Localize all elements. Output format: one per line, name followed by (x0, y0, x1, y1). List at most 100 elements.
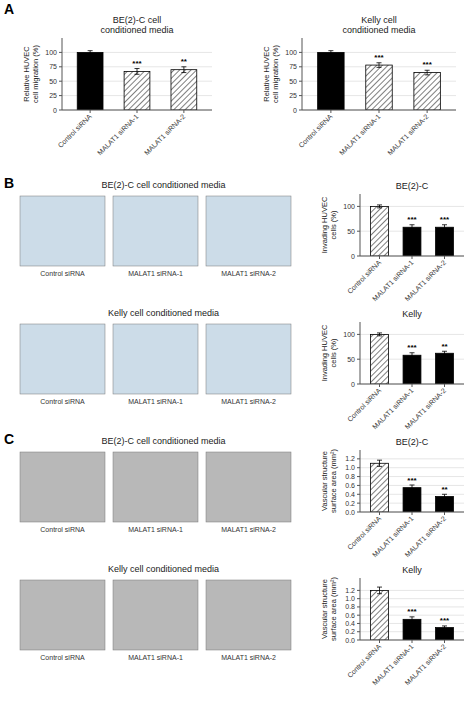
error-line (412, 353, 413, 358)
image-placeholder (206, 580, 291, 650)
error-bar (328, 51, 333, 54)
y-axis-label: Relative HUVECcell migration (%) (22, 45, 40, 103)
image-placeholder (113, 324, 198, 394)
bar-chart: Kelly cellconditioned media0255075100Rel… (262, 15, 456, 156)
bar-chart: BE(2)-C0.00.20.40.60.81.01.2Vascular str… (320, 437, 464, 558)
error-bar (410, 225, 415, 230)
bar (371, 334, 389, 384)
ylabel-line: cells (%) (329, 210, 338, 239)
error-line (379, 333, 380, 336)
x-tick (444, 640, 445, 643)
error-cap (410, 490, 415, 491)
y-tick-label: 50 (289, 78, 297, 85)
x-tick (412, 384, 413, 387)
section-title: Kelly cell conditioned media (108, 308, 219, 318)
significance-stars: ** (441, 342, 448, 351)
significance-stars: *** (440, 215, 450, 224)
error-line (379, 460, 380, 466)
image-label: MALAT1 siRNA-2 (221, 270, 276, 277)
y-tick-label: 100 (285, 49, 297, 56)
y-tick-label: 50 (347, 228, 355, 235)
y-tick-label: 0 (351, 381, 355, 388)
bar (366, 65, 392, 110)
y-tick-label: 1.0 (345, 595, 355, 602)
panel-label: B (4, 175, 14, 191)
marks (371, 333, 454, 384)
y-axis-label: Relative HUVECcell migration (%) (262, 45, 280, 103)
x-tick (379, 640, 380, 643)
error-cap (377, 62, 382, 63)
ylabel-line: Vascular structure (320, 579, 329, 639)
y-tick-label: 0.6 (345, 482, 355, 489)
x-tick (444, 384, 445, 387)
y-tick-label: 0 (293, 107, 297, 114)
error-cap (442, 629, 447, 630)
error-line (90, 51, 91, 54)
y-axis (360, 450, 361, 512)
error-cap (88, 50, 93, 51)
chart-title: Kelly (402, 565, 422, 575)
error-bar (135, 69, 140, 75)
x-tick (137, 110, 138, 113)
y-tick-label: 0 (53, 107, 57, 114)
y-axis (302, 38, 303, 110)
x-tick (330, 110, 331, 113)
y-tick-label: 75 (49, 63, 57, 70)
image-placeholder (20, 324, 105, 394)
y-axis (62, 38, 63, 110)
y-tick-label: 75 (289, 63, 297, 70)
chart-title: Kelly (402, 309, 422, 319)
bar (77, 52, 103, 110)
x-tick (379, 512, 380, 515)
error-cap (442, 351, 447, 352)
grid-line (360, 458, 464, 459)
chart-title: BE(2)-C cellconditioned media (100, 15, 173, 35)
x-tick-label: MALAT1 siRNA-1 (96, 113, 140, 157)
y-tick-label: 25 (49, 92, 57, 99)
chart-title: BE(2)-C (396, 181, 429, 191)
bar (371, 463, 389, 512)
y-tick-label: 0.2 (345, 500, 355, 507)
bar-chart: Kelly0.00.20.40.60.81.01.2Vascular struc… (320, 565, 464, 686)
error-line (379, 63, 380, 68)
significance-stars: *** (374, 53, 384, 62)
image-placeholder (20, 452, 105, 522)
error-cap (425, 74, 430, 75)
error-cap (442, 494, 447, 495)
y-tick-label: 0.0 (345, 509, 355, 516)
x-tick-label: Control siRNA (346, 515, 383, 552)
image-label: MALAT1 siRNA-1 (128, 270, 183, 277)
title-line: Kelly cell (361, 15, 397, 25)
image-placeholder (206, 452, 291, 522)
section-title: BE(2)-C cell conditioned media (101, 180, 225, 190)
error-cap (410, 357, 415, 358)
ylabel-line: cell migration (%) (271, 45, 280, 103)
image-placeholder (113, 452, 198, 522)
y-axis (360, 578, 361, 640)
y-tick-label: 0.6 (345, 612, 355, 619)
error-cap (377, 593, 382, 594)
error-bar (377, 333, 382, 336)
x-tick-label: Control siRNA (346, 643, 383, 680)
ylabel-line: Relative HUVEC (262, 46, 271, 102)
image-placeholder (206, 196, 291, 266)
error-line (427, 70, 428, 75)
error-bar (88, 51, 93, 54)
x-tick-label: Control siRNA (297, 113, 334, 150)
error-bar (442, 626, 447, 629)
title-line: conditioned media (100, 25, 173, 35)
error-bar (442, 225, 447, 230)
x-tick-label: MALAT1 siRNA-2 (404, 387, 448, 431)
error-line (330, 51, 331, 54)
error-cap (377, 67, 382, 68)
error-cap (377, 335, 382, 336)
error-line (444, 626, 445, 629)
error-line (183, 67, 184, 73)
error-bar (410, 485, 415, 490)
bar-chart: BE(2)-C050100Invading HUVECcells (%)****… (320, 181, 464, 302)
title-line: Kelly (402, 565, 422, 575)
x-tick-label: Control siRNA (346, 387, 383, 424)
y-axis (360, 322, 361, 384)
x-tick (379, 256, 380, 259)
error-line (412, 617, 413, 622)
